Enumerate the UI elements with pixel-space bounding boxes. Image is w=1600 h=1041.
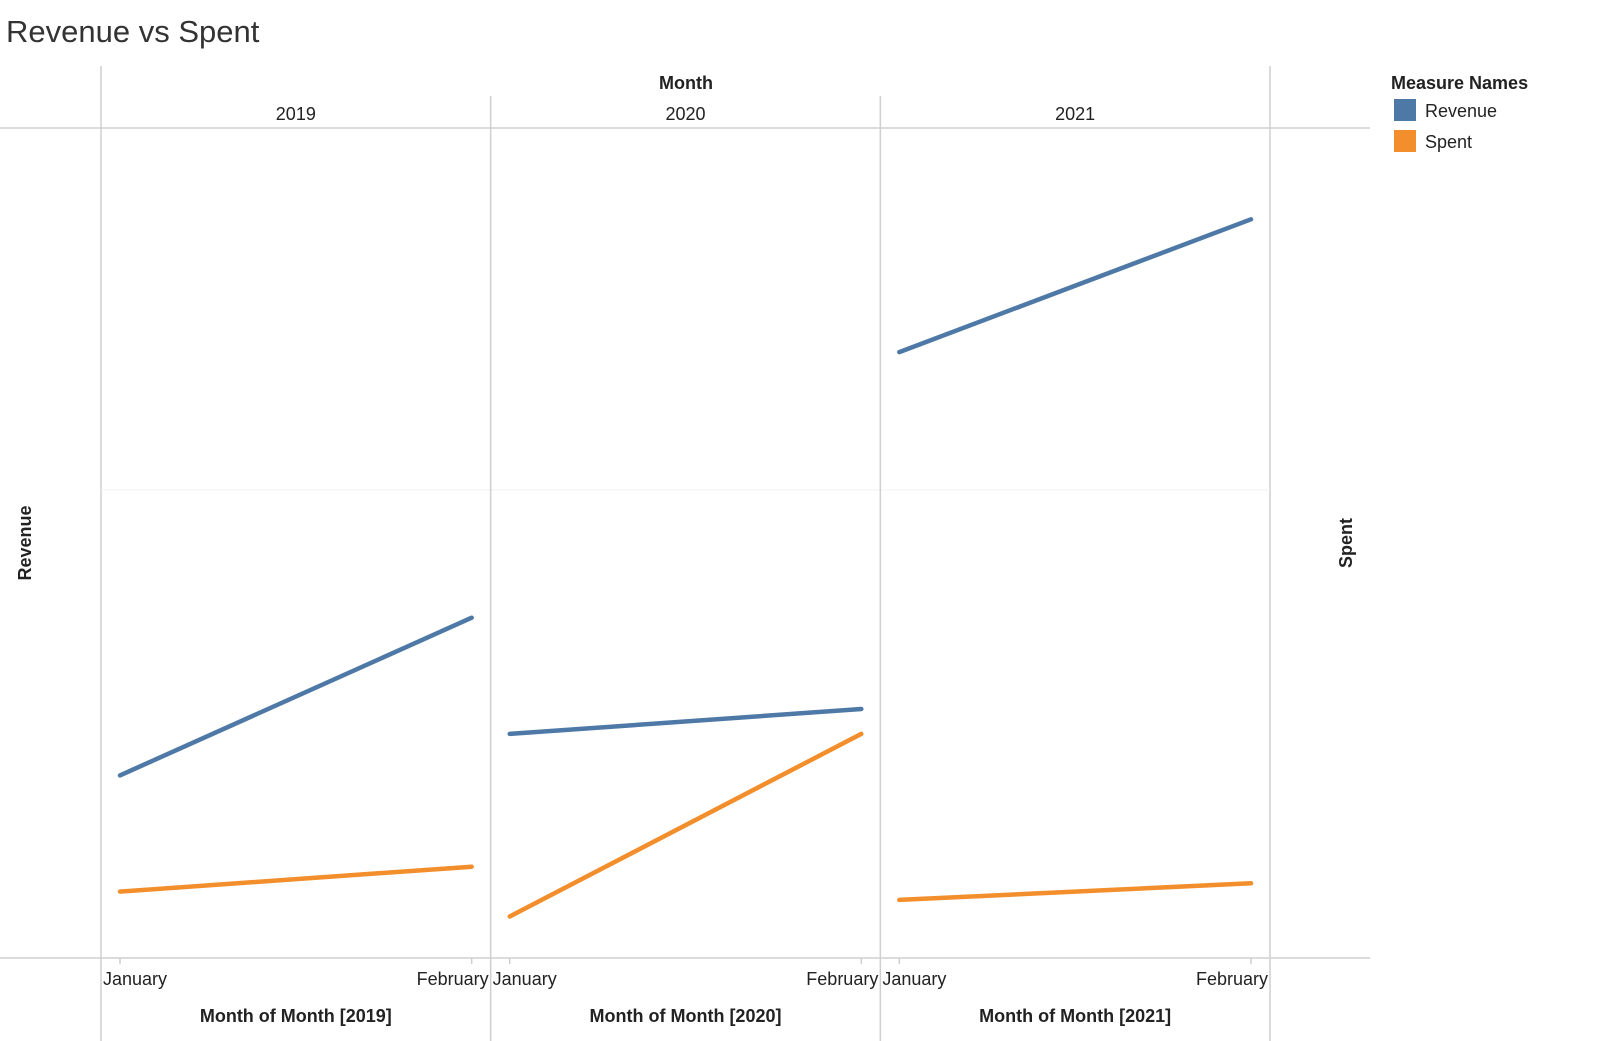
x-tick-label-2020-january: January <box>493 969 557 989</box>
legend-title: Measure Names <box>1391 73 1528 93</box>
x-tick-label-2019-january: January <box>103 969 167 989</box>
year-header-2021: 2021 <box>1055 104 1095 124</box>
x-tick-label-2019-february: February <box>417 969 489 989</box>
right-axis-title: Spent <box>1336 518 1356 568</box>
series-line-revenue-2021 <box>897 217 1254 355</box>
series-line-spent-2020 <box>507 731 864 919</box>
x-axis-title-2020: Month of Month [2020] <box>590 1006 782 1026</box>
year-header-2019: 2019 <box>276 104 316 124</box>
legend-label-revenue: Revenue <box>1425 101 1497 121</box>
legend-label-spent: Spent <box>1425 132 1472 152</box>
chart-title: Revenue vs Spent <box>6 14 260 49</box>
legend-swatch-spent <box>1394 130 1416 152</box>
chart-frame <box>0 66 1370 1041</box>
x-axis-title-2021: Month of Month [2021] <box>979 1006 1171 1026</box>
series-layer <box>117 217 1254 919</box>
column-header-month: Month <box>659 73 713 93</box>
x-tick-label-2020-february: February <box>806 969 878 989</box>
series-line-spent-2019 <box>117 864 474 894</box>
legend: Measure Names Revenue Spent <box>1391 73 1528 152</box>
x-axis-title-2019: Month of Month [2019] <box>200 1006 392 1026</box>
series-line-revenue-2019 <box>117 615 474 778</box>
x-tick-label-2021-january: January <box>882 969 946 989</box>
year-header-2020: 2020 <box>665 104 705 124</box>
left-axis-title: Revenue <box>15 505 35 580</box>
series-line-revenue-2020 <box>507 706 864 737</box>
legend-swatch-revenue <box>1394 99 1416 121</box>
x-tick-label-2021-february: February <box>1196 969 1268 989</box>
series-line-spent-2021 <box>897 881 1254 903</box>
